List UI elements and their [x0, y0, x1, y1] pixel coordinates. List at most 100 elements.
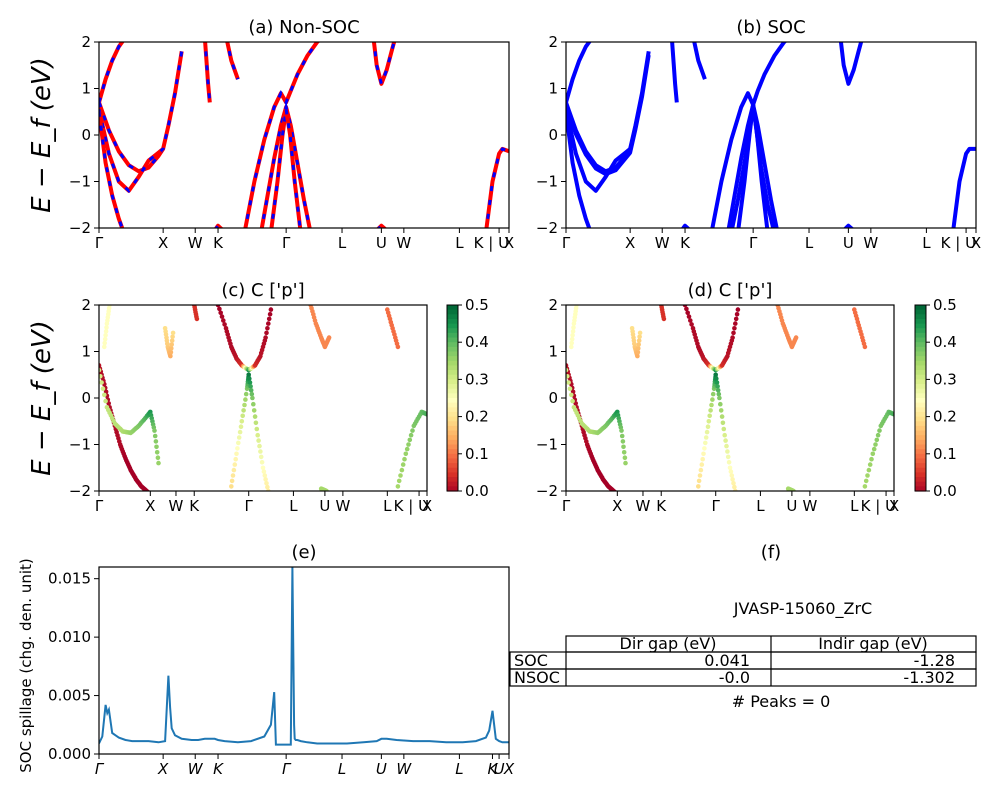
x-tick-label: X: [971, 234, 981, 252]
band-point: [696, 484, 701, 489]
band-point: [169, 346, 174, 351]
x-tick-label: L: [455, 234, 464, 252]
band-point: [243, 391, 249, 397]
band-line-dashed: [99, 51, 184, 173]
band-point: [145, 489, 150, 491]
band-point: [719, 414, 725, 419]
panel-d: (d) C ['p']210−1−2Γ X W K Γ L U W L K | UX: [536, 280, 899, 515]
band-point: [709, 402, 714, 408]
band-point: [866, 467, 872, 473]
band-point: [266, 321, 271, 326]
band-point: [726, 460, 732, 465]
x-tick-label: U: [376, 760, 387, 778]
band-point: [862, 484, 868, 489]
colorbar-swatch: [915, 425, 926, 432]
x-tick-label: L: [805, 234, 814, 252]
band-point: [240, 413, 245, 419]
band-point: [242, 402, 247, 408]
band-point: [661, 316, 667, 322]
band-point: [707, 413, 712, 419]
y-axis-label: E − E_f (eV): [27, 320, 57, 476]
band-point: [267, 312, 273, 317]
band-point: [703, 440, 708, 446]
x-tick-label: L: [289, 497, 298, 515]
band-point: [863, 478, 869, 484]
colorbar-swatch: [447, 388, 458, 394]
band-point: [152, 433, 158, 439]
band-point: [684, 306, 689, 312]
x-tick-label: L: [850, 497, 859, 515]
colorbar-tick-label: 0.1: [465, 445, 489, 463]
band-point: [194, 316, 200, 322]
band-point: [235, 446, 240, 451]
table-row-soc-indir: -1.28: [914, 651, 955, 670]
x-tick-label: U: [843, 234, 854, 252]
x-tick-label: L: [383, 497, 392, 515]
colorbar-swatch: [447, 449, 458, 455]
gap-table: [509, 635, 977, 687]
band-point: [155, 455, 161, 461]
band-line: [566, 108, 632, 193]
panel-f-caption: JVASP-15060_ZrC: [733, 599, 872, 619]
colorbar-swatch: [447, 416, 458, 422]
band-point: [714, 376, 719, 381]
colorbar-swatch: [447, 342, 458, 348]
x-tick-label: W: [335, 497, 350, 515]
band-point: [170, 334, 175, 340]
colorbar-swatch: [915, 332, 926, 339]
band-point: [703, 435, 709, 440]
x-tick-label: Γ: [562, 497, 571, 515]
table-header-dir: Dir gap (eV): [620, 634, 717, 653]
colorbar-swatch: [447, 421, 458, 427]
colorbar-swatch: [447, 402, 458, 408]
band-point: [636, 338, 642, 343]
colorbar-swatch: [447, 305, 458, 311]
band-point: [232, 462, 238, 467]
band-point: [217, 306, 222, 312]
colorbar-swatch: [447, 351, 458, 357]
band-point: [730, 477, 735, 482]
panel-b-plot-area: [566, 42, 976, 228]
band-point: [614, 491, 619, 496]
band-point: [877, 428, 882, 433]
band-point: [103, 398, 108, 404]
band-point: [154, 444, 159, 450]
band-point: [620, 439, 626, 444]
band-point: [254, 426, 260, 432]
colorbar-tick-label: 0.2: [933, 408, 957, 426]
band-point: [263, 335, 268, 340]
band-point: [247, 376, 252, 381]
x-tick-label: L: [922, 234, 931, 252]
band-point: [102, 340, 107, 346]
band-point: [698, 467, 704, 473]
y-axis-label: SOC spillage (chg. den. unit): [17, 558, 35, 773]
band-point: [251, 401, 256, 407]
band-point: [571, 325, 576, 330]
x-tick-label: Γ: [562, 234, 571, 252]
colorbar-swatch: [915, 328, 926, 334]
band-point: [714, 380, 720, 385]
band-point: [395, 344, 401, 350]
band-line: [225, 42, 240, 80]
band-point: [169, 342, 174, 347]
x-tick-label: K: [488, 760, 499, 778]
band-point: [100, 386, 106, 392]
band-point: [219, 314, 225, 319]
x-tick-label: X: [422, 497, 432, 515]
x-tick-label: W: [636, 497, 651, 515]
band-point: [710, 391, 716, 397]
colorbar-swatch: [447, 430, 458, 436]
panel-e-title: (e): [291, 542, 316, 563]
colorbar-swatch: [915, 467, 926, 473]
colorbar-swatch: [447, 314, 458, 320]
band-point: [862, 344, 868, 350]
band-point: [567, 386, 573, 392]
band-point: [236, 435, 242, 440]
band-point: [725, 454, 731, 460]
colorbar-tick-label: 0.4: [465, 333, 489, 351]
x-tick-label: W: [188, 234, 203, 252]
band-point: [636, 342, 641, 347]
y-tick-label: 1: [81, 343, 91, 361]
